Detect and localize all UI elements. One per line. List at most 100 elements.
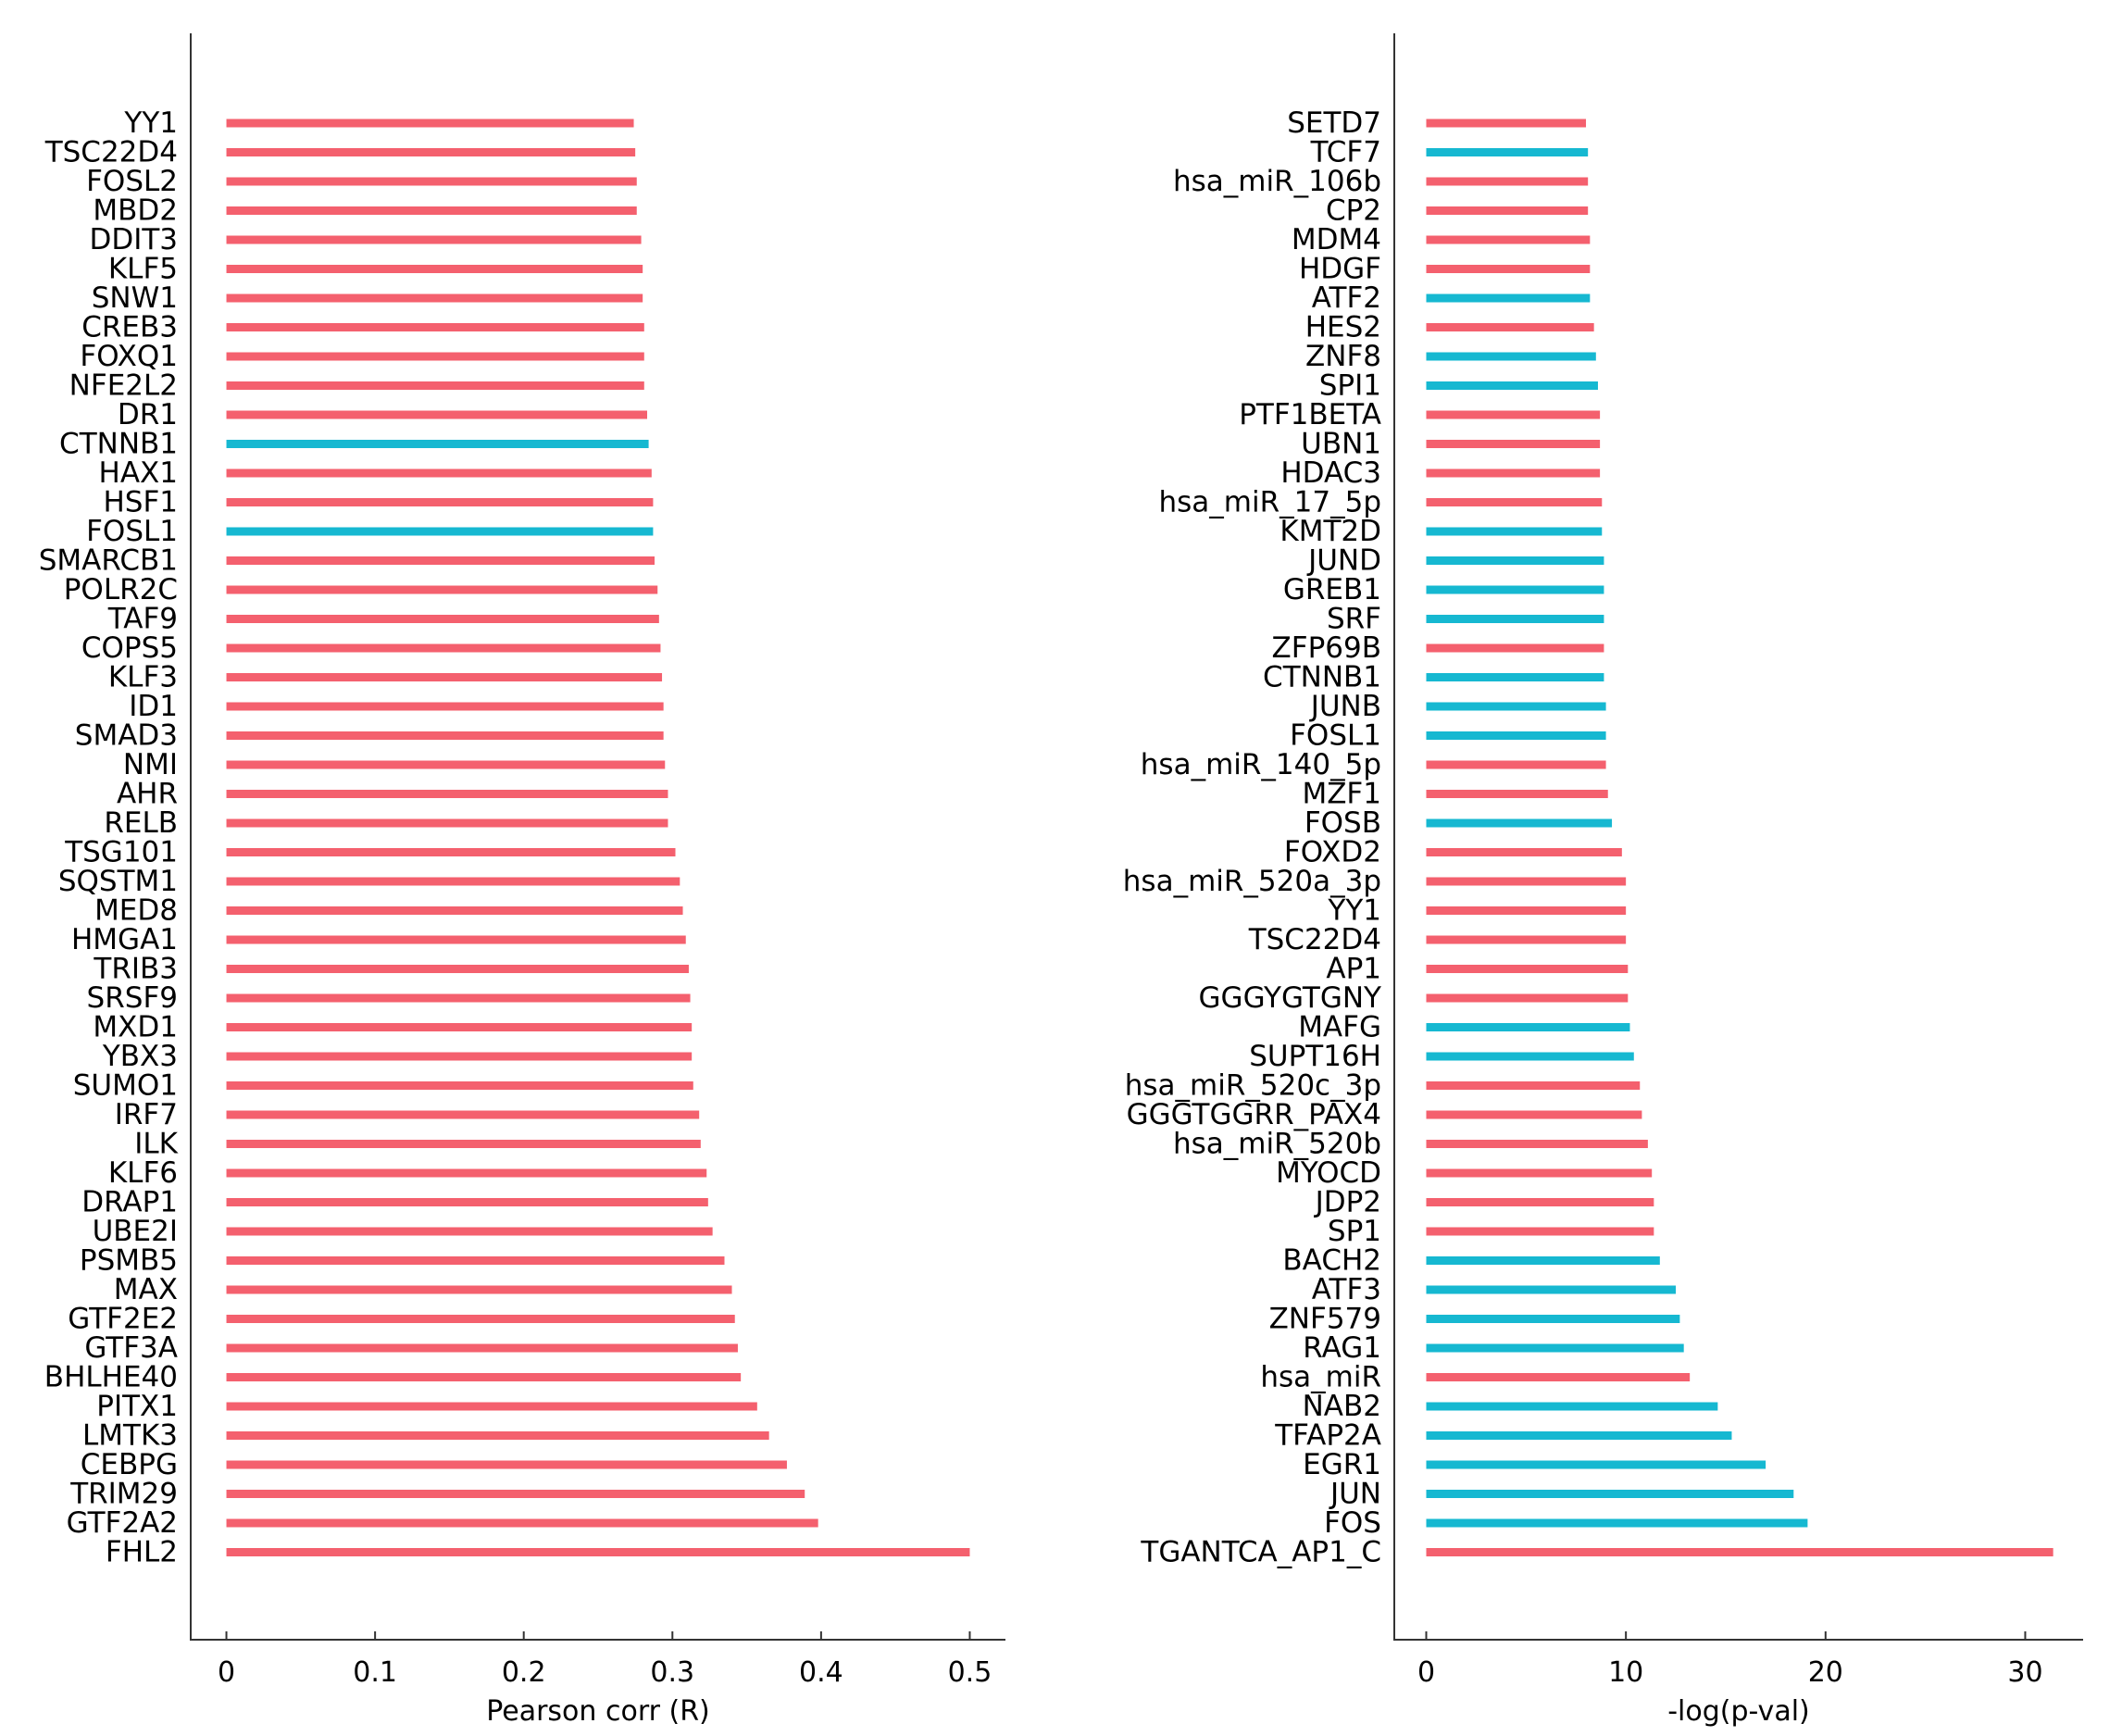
x-tick-label: 0.4 [799,1656,843,1689]
category-label: YY1 [1327,894,1381,928]
bar-PITX1 [226,1402,757,1411]
category-label: GTF2E2 [68,1303,178,1336]
category-label: MBD2 [93,194,178,228]
category-label: NAB2 [1303,1390,1381,1423]
category-label: JUND [1306,544,1381,578]
category-label: hsa_miR_520a_3p [1123,865,1381,898]
category-label: CTNNB1 [59,428,178,461]
bar-hsa_miR_140_5p [1426,760,1606,769]
category-label: FOS [1324,1506,1381,1540]
category-label: CREB3 [81,311,178,344]
category-label: GREB1 [1283,573,1381,606]
bar-YY1 [226,119,634,128]
x-axis-title: -log(p-val) [1667,1695,1810,1728]
category-label: ZNF579 [1269,1303,1381,1336]
x-tick-label: 10 [1608,1656,1643,1689]
bar-TCF7 [1426,148,1589,156]
category-label: FOSL1 [86,515,178,548]
category-label: HDGF [1299,253,1381,286]
category-label: JUNB [1309,690,1381,723]
category-label: SUPT16H [1249,1040,1381,1073]
bar-GGGYGTGNY [1426,993,1629,1003]
bar-MAFG [1426,1023,1630,1031]
bar-COPS5 [226,643,661,653]
bar-CEBPG [226,1460,787,1469]
bar-DDIT3 [226,235,642,244]
bar-GREB1 [1426,585,1604,594]
category-label: KMT2D [1279,515,1381,548]
bar-PTF1BETA [1426,410,1601,419]
category-label: UBE2I [93,1215,178,1248]
category-label: MYOCD [1276,1156,1381,1190]
category-label: GGGYGTGNY [1199,981,1382,1015]
bar-KMT2D [1426,527,1603,536]
category-label: AHR [117,778,178,811]
bar-GGGTGGRR_PAX4 [1426,1110,1642,1119]
bar-BACH2 [1426,1256,1660,1265]
bar-TRIB3 [226,965,689,973]
category-label: KLF3 [108,661,178,694]
pearson-corr-chart: YY1TSC22D4FOSL2MBD2DDIT3KLF5SNW1CREB3FOX… [39,33,1005,1728]
category-label: PSMB5 [80,1244,178,1278]
category-label: SMAD3 [75,719,178,753]
bar-SPI1 [1426,381,1598,390]
x-tick-label: 30 [2007,1656,2042,1689]
category-label: JDP2 [1314,1186,1381,1219]
category-label: FOXQ1 [80,340,178,373]
bar-HAX1 [226,468,652,478]
category-label: CTNNB1 [1263,661,1381,694]
category-label: COPS5 [81,631,178,665]
bar-TFAP2A [1426,1431,1732,1440]
category-label: AP1 [1326,953,1381,986]
category-label: ILK [134,1128,178,1161]
x-tick-label: 0 [1417,1656,1435,1689]
category-label: ATF3 [1312,1273,1381,1306]
category-label: HMGA1 [71,923,178,956]
bar-CTNNB1 [226,440,649,448]
category-label: TCF7 [1310,136,1381,169]
category-label: BACH2 [1282,1244,1381,1278]
bar-KLF6 [226,1168,707,1178]
bar-FOXD2 [1426,848,1622,856]
bar-FOS [1426,1518,1808,1528]
category-label: LMTK3 [82,1419,178,1453]
bar-ZNF579 [1426,1315,1680,1323]
category-label: hsa_miR_106b [1173,165,1381,198]
bar-hsa_miR_17_5p [1426,498,1603,506]
bar-SP1 [1426,1227,1654,1236]
category-label: FOSB [1304,806,1381,840]
category-label: hsa_miR_520b [1173,1128,1381,1161]
category-label: TFAP2A [1274,1419,1381,1453]
x-tick-label: 20 [1808,1656,1843,1689]
category-label: ATF2 [1312,281,1381,315]
pvalue-chart: SETD7TCF7hsa_miR_106bCP2MDM4HDGFATF2HES2… [1123,33,2083,1728]
bar-YY1 [1426,906,1627,915]
bar-MDM4 [1426,235,1591,244]
category-label: KLF5 [108,253,178,286]
bar-SUMO1 [226,1081,693,1090]
bar-NFE2L2 [226,381,644,390]
category-label: HSF1 [103,486,178,519]
x-axis-title: Pearson corr (R) [486,1695,710,1728]
bar-ATF2 [1426,293,1591,303]
bar-GTF2E2 [226,1315,735,1323]
bar-ID1 [226,702,664,711]
bar-MYOCD [1426,1168,1653,1178]
category-label: MDM4 [1292,223,1381,256]
bar-MXD1 [226,1023,693,1031]
category-label: KLF6 [108,1156,178,1190]
category-label: SETD7 [1287,106,1381,140]
category-label: MAFG [1298,1011,1381,1044]
category-label: CEBPG [81,1448,178,1481]
category-label: POLR2C [64,573,178,606]
bar-PSMB5 [226,1256,725,1265]
bar-SQSTM1 [226,877,680,886]
bar-TRIM29 [226,1490,805,1498]
bar-ATF3 [1426,1285,1677,1294]
category-label: EGR1 [1303,1448,1381,1481]
category-label: MXD1 [93,1011,178,1044]
category-label: HES2 [1305,311,1381,344]
bar-hsa_miR_106b [1426,177,1589,186]
x-tick-label: 0.3 [650,1656,694,1689]
category-label: BHLHE40 [44,1361,178,1394]
